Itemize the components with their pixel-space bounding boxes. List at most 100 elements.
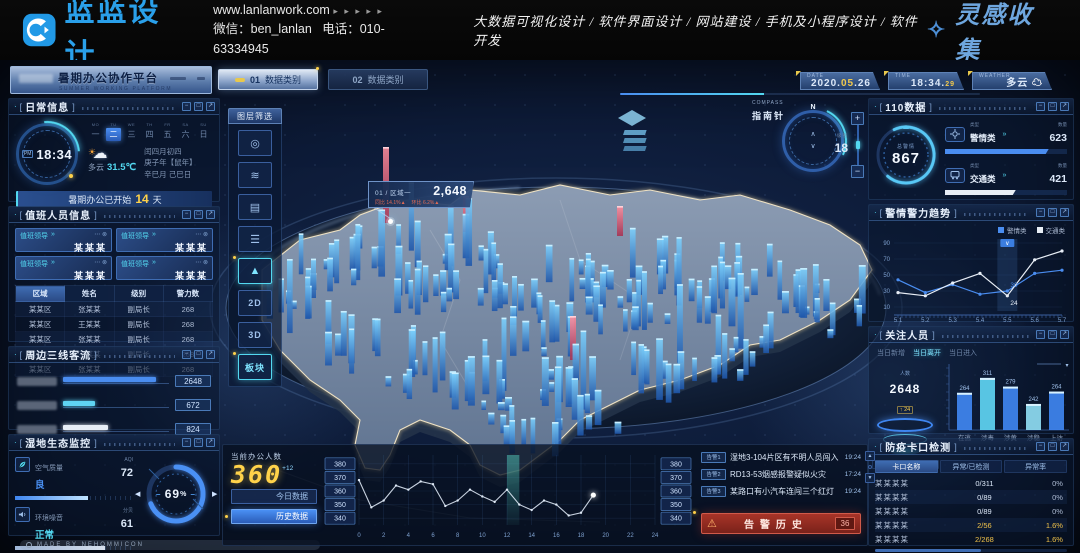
flow-bar-track <box>63 377 169 384</box>
tab-data-category-1[interactable]: 01 数据类别 <box>218 69 318 90</box>
svg-text:5.4: 5.4 <box>976 318 985 323</box>
checkpoint-scrollbar[interactable] <box>875 549 1067 552</box>
zoom-out-button[interactable]: − <box>851 165 864 178</box>
today-data-button[interactable]: 今日数据 <box>231 489 317 504</box>
collect-badge[interactable]: ✧ 灵感收集 <box>927 0 1054 65</box>
svg-text:涉黄: 涉黄 <box>1004 433 1018 442</box>
weekday-cell[interactable]: MO 一 <box>91 122 100 139</box>
compass-widget[interactable]: N ∧ ∨ <box>769 97 857 185</box>
tab-data-category-2[interactable]: 02 数据类别 <box>328 69 428 90</box>
layer-button-camera[interactable]: ◎ <box>238 130 272 156</box>
alert-row[interactable]: 告警2 RD13-53烟感报警疑似火灾 17:24 <box>701 466 861 483</box>
focus-tab[interactable]: 当日进入 <box>949 350 977 357</box>
expand-icon[interactable]: ↗ <box>206 350 215 359</box>
scroll-down-icon[interactable]: ▼ <box>865 473 875 483</box>
window-icon[interactable]: □ <box>194 438 203 447</box>
focus-tab[interactable]: 当日离开 <box>913 350 941 357</box>
weekday-cell[interactable]: SA 六 <box>181 122 190 139</box>
expand-icon[interactable]: ↗ <box>206 102 215 111</box>
history-data-button[interactable]: 历史数据 <box>231 509 317 524</box>
phone-text: 电话：010-63334945 <box>213 22 385 56</box>
svg-text:涉毒: 涉毒 <box>981 433 995 442</box>
focus-people-delta: ↑ 24 <box>896 406 914 414</box>
focus-tab[interactable]: 当日新增 <box>877 350 905 357</box>
tooltip-title: 01 / 区域一 <box>375 190 412 197</box>
expand-icon[interactable]: ↗ <box>206 438 215 447</box>
window-icon[interactable]: □ <box>1048 442 1057 451</box>
minimize-icon[interactable]: − <box>1036 102 1045 111</box>
weekday-cell[interactable]: TU 二 <box>106 122 121 141</box>
svg-text:350: 350 <box>334 502 346 509</box>
minimize-icon[interactable]: − <box>182 102 191 111</box>
collect-label: 灵感收集 <box>955 3 1034 64</box>
table-header: 姓名 <box>64 285 115 302</box>
map-zoom-slider[interactable]: + − <box>851 112 864 178</box>
alert-history-banner[interactable]: ⚠ 告警历史 36 <box>701 513 861 534</box>
svg-text:30: 30 <box>1010 282 1018 289</box>
window-icon[interactable]: □ <box>1048 208 1057 217</box>
expand-icon[interactable]: ↗ <box>1060 208 1069 217</box>
speaker-icon <box>15 507 30 522</box>
svg-text:340: 340 <box>670 516 682 523</box>
weekday-cell[interactable]: SU 日 <box>199 122 208 139</box>
checkpoint-name: 某某某某 <box>875 534 909 544</box>
minimize-icon[interactable]: − <box>1036 330 1045 339</box>
layer-button-3d[interactable]: 3D <box>238 322 272 348</box>
layer-button-board[interactable]: 板块 <box>233 352 272 380</box>
window-icon[interactable]: □ <box>194 350 203 359</box>
weekday-cell[interactable]: TH 四 <box>145 122 154 139</box>
alarm-type-bar <box>945 149 1067 154</box>
expand-icon[interactable]: ↗ <box>206 210 215 219</box>
zoom-slider-handle[interactable] <box>855 141 860 149</box>
duty-leader-card[interactable]: 值班领导» ⋯ ⊗ 某某某 <box>15 256 112 281</box>
checkpoint-header-tab[interactable]: 异常率 <box>1004 460 1068 473</box>
cloud-icon: ☁ <box>1032 78 1043 89</box>
minimize-icon[interactable]: − <box>1036 208 1045 217</box>
expand-icon[interactable]: ↗ <box>1060 442 1069 451</box>
layer-button-layers[interactable]: ▤ <box>238 194 272 220</box>
weekday-cell[interactable]: FR 五 <box>163 122 172 139</box>
svg-text:8: 8 <box>456 533 460 539</box>
flow-row: 672 <box>9 399 219 411</box>
layer-button-signal[interactable]: ≋ <box>238 162 272 188</box>
minimize-icon[interactable]: − <box>1036 442 1045 451</box>
window-icon[interactable]: □ <box>194 210 203 219</box>
window-icon[interactable]: □ <box>1048 102 1057 111</box>
checkpoint-rate: 1.6% <box>1045 520 1063 530</box>
checkpoint-header-tab[interactable]: 卡口名称 <box>875 460 938 473</box>
flow-bar-fill <box>63 425 108 430</box>
layer-button-list[interactable]: ☰ <box>238 226 272 252</box>
layer-button-2d[interactable]: 2D <box>238 290 272 316</box>
expand-icon[interactable]: ↗ <box>1060 102 1069 111</box>
zoom-in-button[interactable]: + <box>851 112 864 125</box>
checkpoint-name: 某某某某 <box>875 478 909 488</box>
wechat-text: 微信：ben_lanlan <box>213 22 312 37</box>
svg-text:14: 14 <box>528 533 535 539</box>
gauge-left-arrow[interactable]: ◀ <box>135 491 141 498</box>
layer-button-peaks[interactable]: ▲ <box>233 256 272 284</box>
selected-region-marker <box>388 219 393 224</box>
minimize-icon[interactable]: − <box>182 210 191 219</box>
summer-notice-bar: 暑期办公已开始 14 天 <box>16 191 212 207</box>
scroll-up-icon[interactable]: ▲ <box>865 451 875 461</box>
svg-text:5.3: 5.3 <box>948 318 957 323</box>
minimize-icon[interactable]: − <box>182 438 191 447</box>
duty-leader-card[interactable]: 值班领导» ⋯ ⊗ 某某某 <box>116 228 213 253</box>
checkpoint-header-tab[interactable]: 异常/已检测 <box>939 460 1003 473</box>
gauge-right-arrow[interactable]: ◀ <box>211 491 217 498</box>
window-icon[interactable]: □ <box>1048 330 1057 339</box>
duty-leader-card[interactable]: 值班领导» ⋯ ⊗ 某某某 <box>15 228 112 253</box>
map-tooltip: 01 / 区域一 2,648 同比 14.1%▲ 环比 6.2%▲ <box>368 181 474 208</box>
svg-text:50: 50 <box>883 273 890 279</box>
expand-icon[interactable]: ↗ <box>1060 330 1069 339</box>
window-icon[interactable]: □ <box>194 102 203 111</box>
weekday-cell[interactable]: WE 三 <box>127 122 136 139</box>
minimize-icon[interactable]: − <box>182 350 191 359</box>
svg-text:360: 360 <box>334 489 346 496</box>
website-link[interactable]: www.lanlanwork.com <box>213 2 330 17</box>
duty-leader-card[interactable]: 值班领导» ⋯ ⊗ 某某某 <box>116 256 213 281</box>
alert-row[interactable]: 告警1 湿地3-104片区有不明人员闯入 19:24 <box>701 449 861 466</box>
alert-row[interactable]: 告警3 某路口有小汽车连闯三个红灯 19:24 <box>701 483 861 500</box>
